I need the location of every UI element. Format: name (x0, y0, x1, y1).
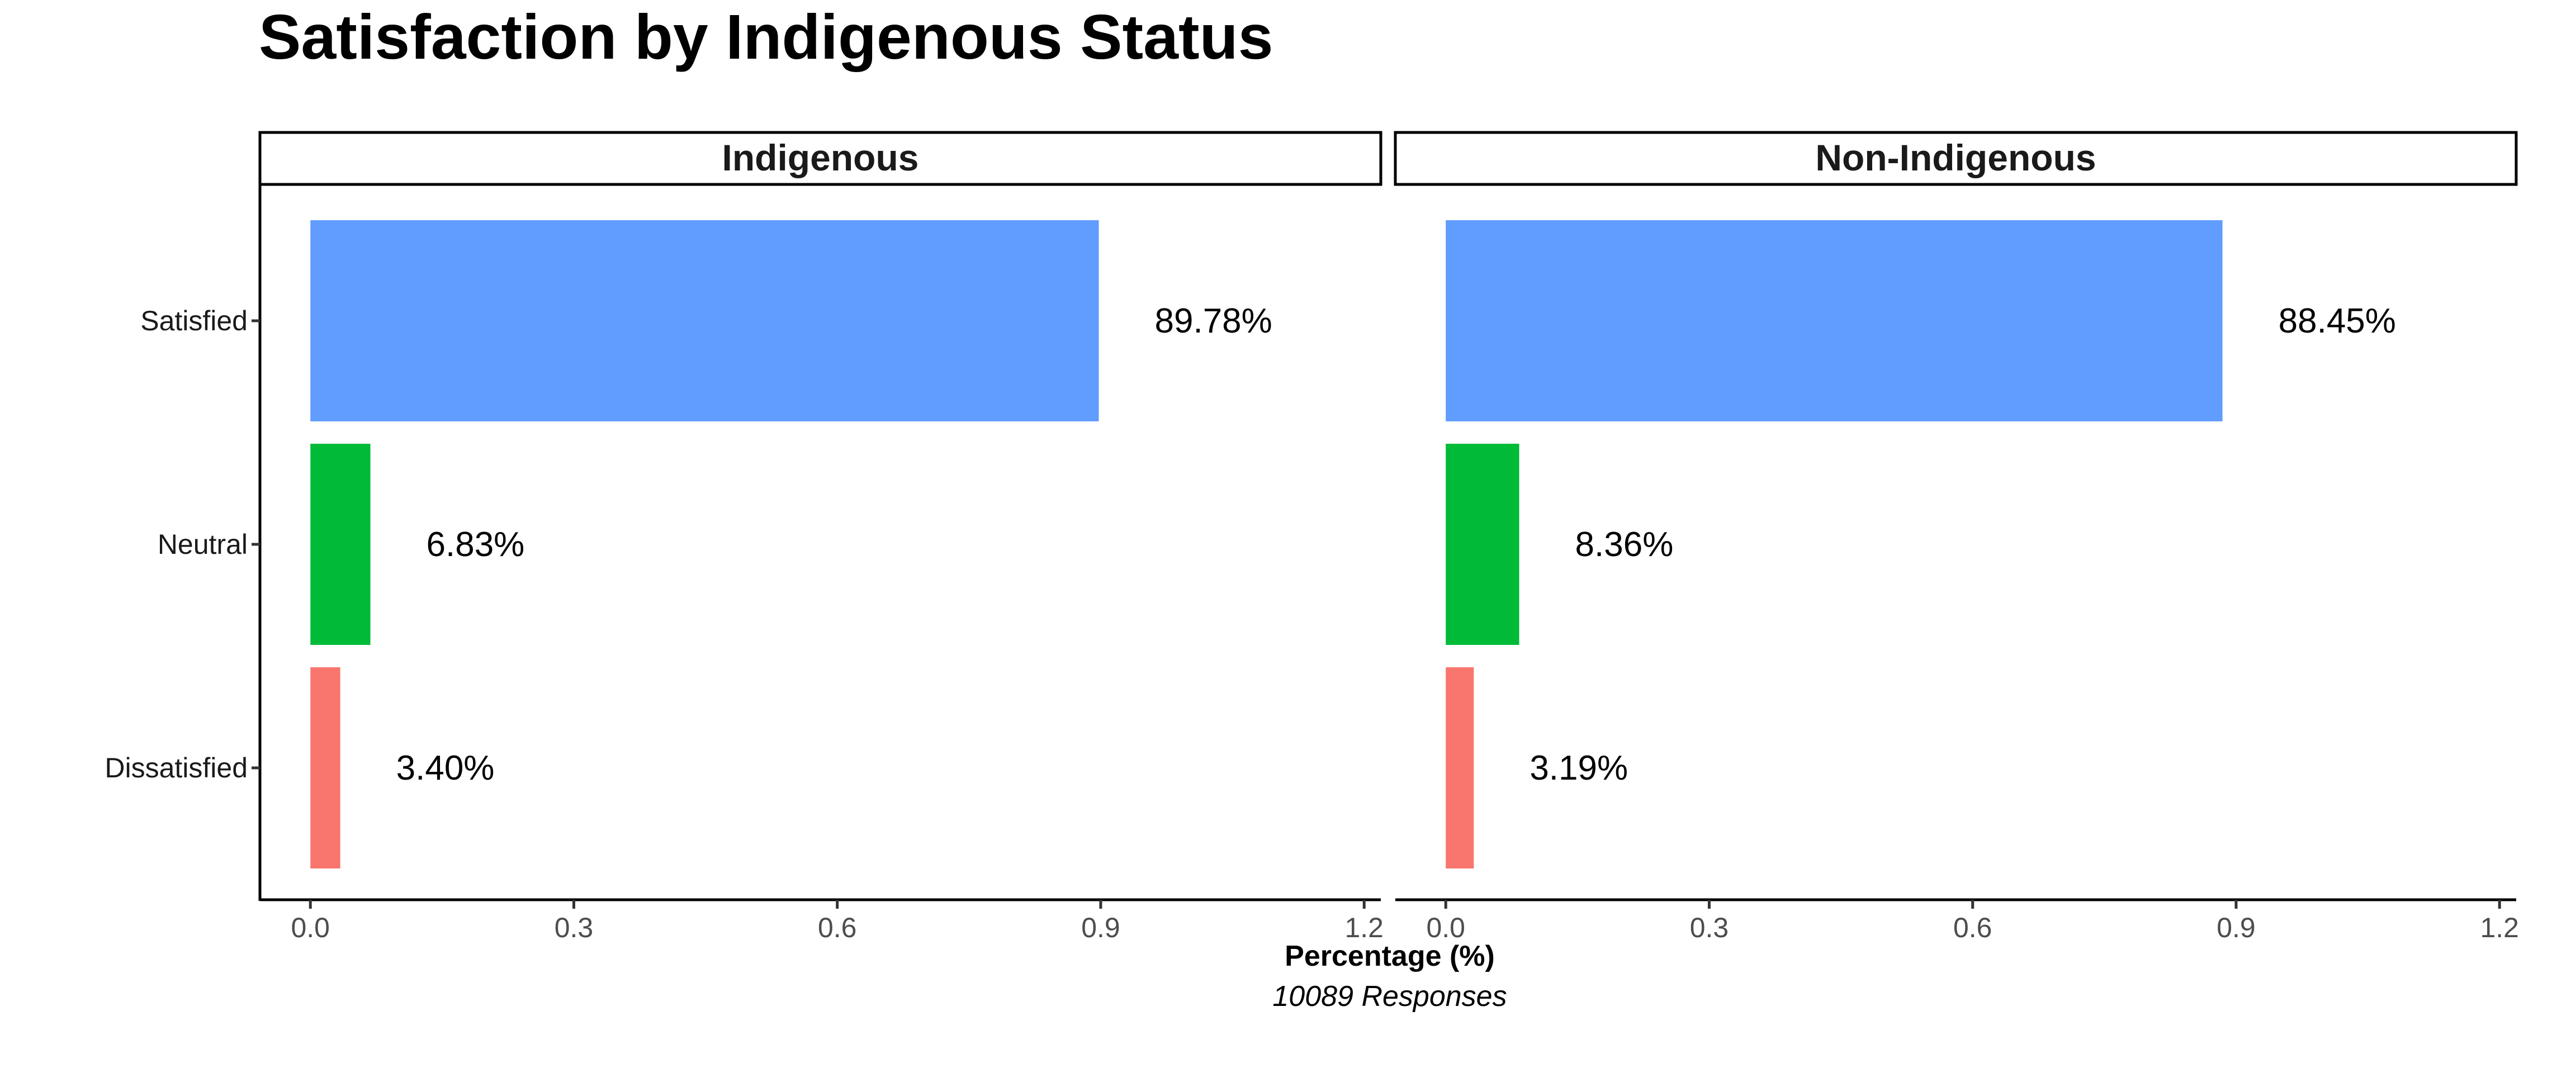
x-tick-label: 1.2 (1344, 912, 1384, 943)
bar-satisfied (310, 220, 1099, 421)
x-tick-label: 0.3 (555, 912, 594, 943)
data-label-satisfied: 88.45% (2279, 302, 2396, 340)
x-tick-label: 1.2 (2480, 912, 2519, 943)
facet-strip (258, 131, 1382, 186)
x-tick-label: 0.9 (2217, 912, 2256, 943)
x-tick-label: 0.0 (1426, 912, 1465, 943)
bar-satisfied (1446, 220, 2223, 421)
facet-strip-label: Indigenous (722, 137, 919, 178)
bar-dissatisfied (1446, 667, 1474, 868)
data-label-neutral: 8.36% (1575, 525, 1674, 564)
facet-panel-non-indigenous: Non-Indigenous 88.45% 8.36% 3.19% 0.0 0.3 0.6 0… (1394, 131, 2519, 943)
facet-strip (1394, 131, 2518, 186)
y-tick-label-satisfied: Satisfied (140, 305, 248, 336)
y-tick-label-dissatisfied: Dissatisfied (105, 752, 248, 784)
x-tick-label: 0.6 (1953, 912, 1992, 943)
data-label-neutral: 6.83% (427, 525, 525, 564)
y-tick-label-neutral: Neutral (158, 529, 248, 560)
data-label-dissatisfied: 3.19% (1530, 749, 1628, 787)
facet-strip-label: Non-Indigenous (1815, 137, 2096, 178)
data-label-dissatisfied: 3.40% (396, 749, 495, 787)
chart-caption: 10089 Responses (1272, 980, 1507, 1013)
x-axis-title: Percentage (%) (1285, 940, 1495, 972)
bar-neutral (310, 444, 371, 645)
bar-neutral (1446, 444, 1519, 645)
x-tick-label: 0.6 (818, 912, 857, 943)
x-tick-label: 0.3 (1690, 912, 1729, 943)
data-label-satisfied: 89.78% (1155, 302, 1272, 340)
x-tick-label: 0.9 (1081, 912, 1120, 943)
facet-panels: Indigenous 89.78% 6.83% 3.40% 0.0 0.3 0.6 0.9 1.… (105, 131, 2519, 943)
bar-dissatisfied (310, 667, 340, 868)
facet-panel-indigenous: Indigenous 89.78% 6.83% 3.40% 0.0 0.3 0.6 0.9 1.… (105, 131, 1384, 943)
chart-title: Satisfaction by Indigenous Status (259, 2, 1273, 72)
x-tick-label: 0.0 (291, 912, 330, 943)
